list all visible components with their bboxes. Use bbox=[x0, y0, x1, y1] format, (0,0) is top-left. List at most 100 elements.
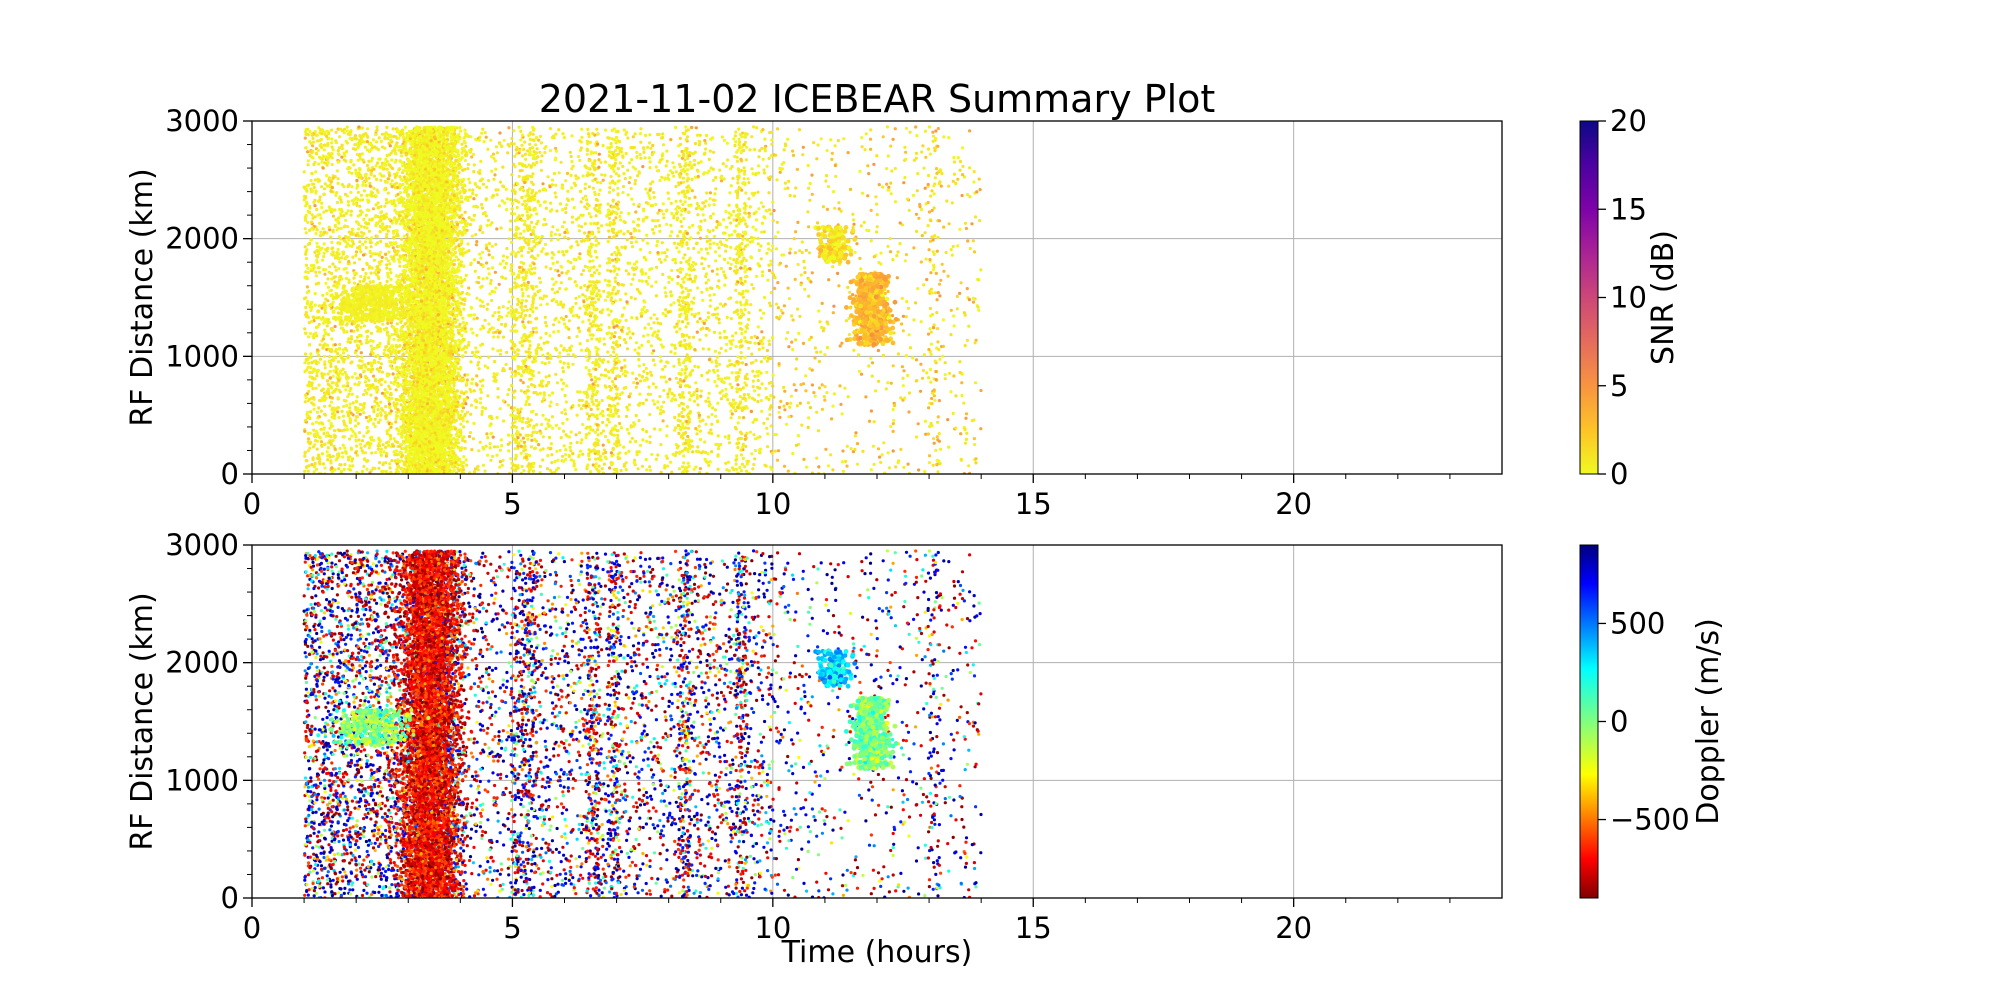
data-point bbox=[638, 346, 641, 349]
data-point bbox=[338, 343, 341, 346]
data-point bbox=[473, 389, 476, 392]
data-point bbox=[666, 425, 669, 428]
data-point bbox=[346, 381, 349, 384]
data-point bbox=[520, 284, 523, 287]
data-point bbox=[337, 216, 340, 219]
data-point bbox=[642, 209, 645, 212]
data-point bbox=[598, 289, 601, 292]
data-point bbox=[875, 154, 878, 157]
data-point bbox=[734, 265, 737, 268]
data-point bbox=[651, 153, 654, 156]
data-point bbox=[627, 432, 630, 435]
data-point bbox=[914, 125, 917, 128]
data-point bbox=[759, 244, 762, 247]
data-point bbox=[570, 160, 573, 163]
data-point bbox=[934, 129, 937, 132]
data-point bbox=[681, 391, 684, 394]
data-point bbox=[794, 389, 797, 392]
data-point bbox=[722, 162, 725, 165]
data-point bbox=[713, 235, 716, 238]
data-point bbox=[461, 317, 464, 320]
data-point bbox=[667, 281, 670, 284]
data-point bbox=[494, 271, 497, 274]
data-point bbox=[756, 386, 759, 389]
data-point bbox=[701, 207, 704, 210]
data-point bbox=[762, 336, 765, 339]
data-point bbox=[672, 175, 675, 178]
data-point bbox=[490, 170, 493, 173]
data-point bbox=[658, 395, 661, 398]
data-point bbox=[511, 422, 514, 425]
data-point bbox=[558, 171, 561, 174]
data-point bbox=[674, 185, 677, 188]
data-point bbox=[313, 470, 316, 473]
data-point bbox=[922, 369, 925, 372]
data-point bbox=[475, 406, 478, 409]
data-point bbox=[669, 234, 672, 237]
data-point bbox=[514, 415, 517, 418]
data-point bbox=[783, 408, 786, 411]
data-point bbox=[607, 331, 610, 334]
data-point bbox=[573, 462, 576, 465]
data-point bbox=[708, 294, 711, 297]
data-point bbox=[732, 406, 735, 409]
data-point bbox=[646, 333, 649, 336]
data-point bbox=[912, 318, 915, 321]
data-point bbox=[712, 212, 715, 215]
data-point bbox=[496, 349, 499, 352]
data-point bbox=[832, 190, 835, 193]
data-point bbox=[925, 278, 928, 281]
data-point bbox=[529, 264, 532, 267]
data-point bbox=[584, 195, 587, 198]
data-point bbox=[304, 277, 307, 280]
data-point bbox=[498, 142, 501, 145]
data-point bbox=[614, 158, 617, 161]
data-point bbox=[491, 347, 494, 350]
data-point bbox=[482, 277, 485, 280]
data-point bbox=[964, 222, 967, 225]
data-point bbox=[600, 224, 603, 227]
data-point bbox=[377, 408, 380, 411]
data-point bbox=[749, 341, 752, 344]
data-point bbox=[681, 203, 684, 206]
data-point bbox=[345, 425, 348, 428]
data-point bbox=[608, 326, 611, 329]
data-point bbox=[527, 199, 530, 202]
data-point bbox=[314, 170, 317, 173]
data-point bbox=[734, 140, 737, 143]
data-point bbox=[355, 171, 358, 174]
data-point bbox=[395, 182, 398, 185]
data-point bbox=[317, 266, 320, 269]
data-point bbox=[370, 332, 373, 335]
data-point bbox=[337, 177, 340, 180]
data-point bbox=[378, 357, 381, 360]
data-point bbox=[647, 276, 650, 279]
data-point bbox=[936, 250, 939, 253]
data-point bbox=[615, 353, 618, 356]
data-point bbox=[518, 419, 521, 422]
data-point bbox=[691, 178, 694, 181]
data-point bbox=[500, 438, 503, 441]
data-point bbox=[697, 365, 700, 368]
data-point bbox=[724, 210, 727, 213]
data-point bbox=[707, 265, 710, 268]
data-point bbox=[958, 292, 961, 295]
data-point bbox=[948, 372, 951, 375]
data-point bbox=[584, 222, 587, 225]
data-point bbox=[540, 423, 543, 426]
data-point bbox=[738, 138, 741, 141]
data-point bbox=[683, 339, 686, 342]
data-point bbox=[522, 369, 525, 372]
data-point bbox=[735, 427, 738, 430]
data-point bbox=[952, 245, 955, 248]
data-point bbox=[682, 181, 685, 184]
data-point bbox=[641, 312, 644, 315]
data-point bbox=[487, 179, 490, 182]
data-point bbox=[933, 442, 936, 445]
data-point bbox=[745, 470, 748, 473]
data-point bbox=[491, 245, 494, 248]
data-point bbox=[310, 155, 313, 158]
data-point bbox=[917, 217, 920, 220]
data-point bbox=[771, 201, 774, 204]
data-point bbox=[549, 127, 552, 130]
